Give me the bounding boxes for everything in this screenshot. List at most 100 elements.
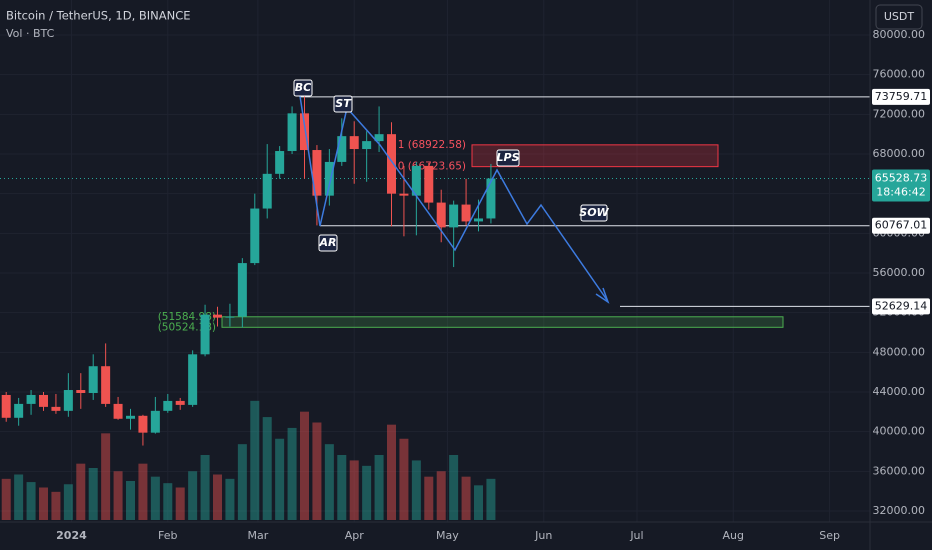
y-tick-label: 40000.00: [873, 425, 926, 438]
candle-body: [26, 394, 36, 404]
y-tick-label: 48000.00: [873, 345, 926, 358]
last-price-label: 65528.73: [875, 172, 928, 185]
volume-bar: [436, 471, 446, 520]
volume-bar: [113, 471, 123, 520]
x-tick-label: Aug: [723, 529, 744, 542]
volume-bar: [175, 487, 185, 520]
candle-body: [262, 173, 272, 209]
volume-bar: [362, 465, 372, 520]
annotation-label: SOW: [579, 206, 609, 219]
level-label: 52629.14: [875, 299, 928, 312]
annotation-box: [496, 149, 520, 167]
level-tag: [872, 298, 930, 315]
volume-bar: [262, 417, 272, 520]
y-tick-label: 72000.00: [873, 107, 926, 120]
zone-label: 1 (68922.58): [398, 139, 466, 151]
candle-body: [436, 202, 446, 228]
volume-bar: [461, 476, 471, 520]
candle-body: [300, 113, 309, 151]
currency-button[interactable]: USDT: [875, 4, 923, 30]
level-label: 73759.71: [875, 90, 928, 103]
volume-pane: [1, 400, 496, 520]
x-tick-label: Jun: [534, 529, 552, 542]
volume-bar: [225, 478, 235, 520]
y-tick-label: 56000.00: [873, 266, 926, 279]
zones: 1 (68922.58)0 (66723.65)(51584.98)(50524…: [0, 96, 870, 333]
candle-body: [163, 400, 173, 411]
candle-body: [362, 141, 372, 150]
x-tick-label: Jul: [629, 529, 643, 542]
candles: [1, 96, 496, 446]
y-tick-label: 36000.00: [873, 464, 926, 477]
symbol-title: Bitcoin / TetherUS, 1D, BINANCE: [6, 9, 191, 23]
annotation-label: ST: [335, 97, 352, 110]
volume-bar: [300, 411, 309, 520]
candle-body: [88, 366, 98, 393]
candle-body: [200, 314, 210, 355]
volume-bar: [312, 422, 322, 520]
x-tick-label: Apr: [345, 529, 365, 542]
candle-body: [237, 263, 247, 317]
candle-body: [213, 314, 222, 318]
volume-bar: [449, 455, 459, 520]
candle-body: [486, 178, 496, 219]
drawings: [299, 95, 610, 304]
candle-body: [39, 394, 48, 407]
x-tick-label: 2024: [56, 529, 87, 542]
volume-bar: [14, 474, 24, 520]
x-tick-label: Mar: [248, 529, 269, 542]
candle-body: [387, 134, 396, 194]
candle-body: [312, 150, 322, 196]
annotation: ST: [333, 95, 353, 113]
candle-body: [250, 208, 260, 264]
volume-bar: [126, 481, 135, 520]
candle-body: [63, 390, 73, 411]
annotation-label: BC: [295, 81, 311, 94]
volume-bar: [424, 476, 434, 520]
annotation: LPS: [496, 149, 520, 167]
x-tick-label: May: [436, 529, 459, 542]
candle-body: [113, 403, 123, 419]
volume-bar: [39, 487, 48, 520]
annotation-box: [333, 95, 353, 113]
candle-body: [424, 165, 434, 203]
volume-bar: [387, 424, 396, 520]
currency-button-box[interactable]: [875, 4, 923, 30]
red-zone: [471, 144, 719, 168]
volume-bar: [324, 444, 334, 520]
currency-button-label[interactable]: USDT: [884, 10, 915, 23]
candle-body: [76, 390, 86, 393]
volume-bar: [349, 460, 359, 520]
annotation: BC: [293, 79, 313, 97]
candle-body: [51, 406, 61, 411]
volume-bar: [63, 484, 73, 520]
volume-bar: [374, 455, 384, 520]
x-tick-label: Feb: [158, 529, 177, 542]
level-tag: [872, 88, 930, 105]
volume-bar: [138, 463, 148, 520]
volume-label: Vol · BTC: [6, 27, 55, 40]
volume-bar: [26, 482, 36, 520]
candle-body: [101, 366, 111, 404]
candle-body: [399, 193, 409, 196]
volume-bar: [213, 474, 222, 520]
volume-bar: [88, 468, 98, 520]
annotation-box: [293, 79, 313, 97]
annotation-box: [580, 204, 608, 222]
candle-body: [126, 415, 135, 419]
volume-bar: [250, 400, 260, 520]
y-tick-label: 32000.00: [873, 504, 926, 517]
level-tag: [872, 217, 930, 234]
annotation: AR: [318, 234, 338, 252]
candle-body: [474, 218, 483, 222]
candle-body: [411, 165, 421, 196]
volume-bar: [474, 485, 483, 520]
candle-body: [175, 400, 185, 405]
candle-body: [14, 403, 24, 418]
annotation-label: AR: [319, 236, 337, 249]
candle-body: [461, 204, 471, 222]
volume-bar: [287, 427, 297, 520]
candle-body: [337, 136, 347, 162]
